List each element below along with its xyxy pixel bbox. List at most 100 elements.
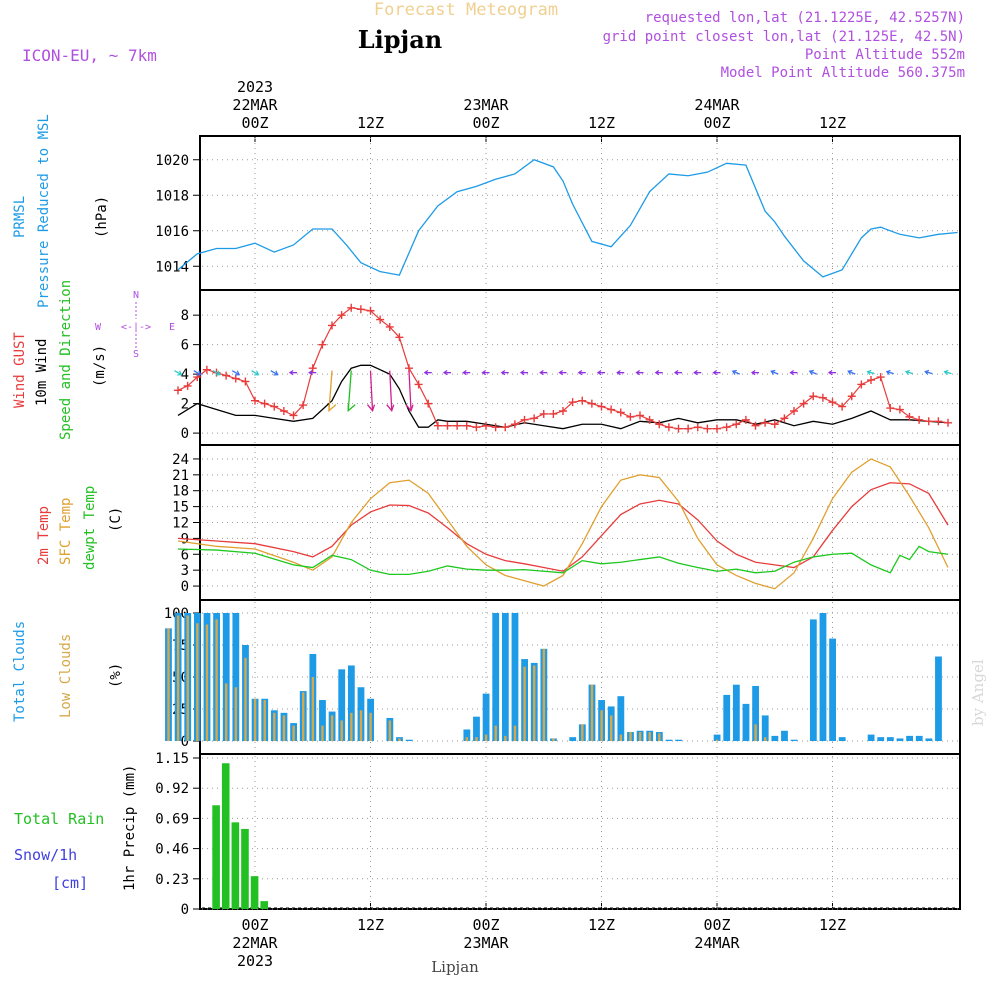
- total-cloud-bar: [511, 613, 519, 741]
- gust-marker: [231, 374, 240, 383]
- wind-arrow-head: [693, 370, 698, 376]
- low-cloud-bar: [533, 665, 536, 741]
- y-tick-label: 8: [181, 308, 189, 324]
- gridpoint-coords: grid point closest lon,lat (21.125E, 42.…: [603, 29, 965, 45]
- gust-marker: [934, 417, 943, 426]
- wind-arrow-head: [254, 370, 260, 376]
- gust-marker: [482, 421, 490, 430]
- compass-rose: N W <-|-> E S: [95, 290, 175, 360]
- wind-arrow-head: [215, 370, 221, 376]
- gust-marker: [578, 396, 587, 405]
- gust-marker: [559, 406, 567, 415]
- rain-bar: [250, 876, 259, 909]
- low-cloud-bar: [282, 715, 286, 741]
- temp-panel: [199, 444, 961, 601]
- gust-marker: [395, 333, 404, 342]
- bottom-hour-label: 00Z: [241, 916, 268, 934]
- wind-arrow-head: [328, 404, 337, 413]
- top-date-label: 24MAR: [694, 96, 740, 114]
- wind-arrow-head: [539, 370, 544, 376]
- total-cloud-bar: [867, 734, 875, 741]
- low-cloud-bar: [754, 724, 757, 741]
- low-cloud-bar: [225, 683, 228, 741]
- snow-label: Snow/1h: [14, 846, 77, 864]
- wind-arrow: [925, 371, 933, 375]
- top-date-label: 23MAR: [463, 96, 509, 114]
- wind-arrow: [770, 370, 779, 375]
- total-cloud-bar: [617, 696, 625, 741]
- wind-arrow-head: [423, 370, 429, 376]
- total-cloud-bar: [886, 737, 894, 741]
- gust-marker: [202, 365, 211, 374]
- gust-marker: [857, 380, 866, 389]
- low-cloud-bar: [273, 712, 276, 741]
- bottom-date-label: 22MAR: [232, 934, 278, 952]
- wind-arrow: [886, 371, 894, 375]
- total-cloud-bar: [896, 738, 904, 741]
- total-cloud-bar: [732, 684, 740, 741]
- bottom-date-label: 24MAR: [694, 934, 740, 952]
- y-tick-label: 0.23: [155, 872, 189, 888]
- gust-marker: [645, 415, 654, 424]
- pressure-panel: [199, 135, 961, 291]
- y-tick-label: 12: [172, 516, 189, 532]
- low-cloud-bar: [234, 687, 238, 741]
- gust-marker: [433, 421, 442, 430]
- gust-marker: [520, 415, 529, 424]
- compass-e: E: [169, 322, 175, 333]
- top-date-label: 22MAR: [232, 96, 278, 114]
- gust-marker: [222, 371, 231, 380]
- wind-arrow-head: [386, 404, 395, 412]
- gust-marker: [770, 420, 779, 429]
- wind-arrow: [212, 370, 221, 376]
- gust-marker: [905, 412, 914, 421]
- top-hour-label: 00Z: [472, 114, 499, 132]
- y-tick-label: 0: [181, 579, 189, 595]
- low-cloud-bar: [610, 715, 613, 741]
- low-cloud-bar: [542, 648, 546, 741]
- total-cloud-bar: [501, 613, 509, 741]
- gust-marker: [308, 364, 317, 373]
- total-cloud-bar: [319, 700, 326, 741]
- total-cloud-bar: [665, 739, 673, 741]
- wind-arrow: [389, 370, 393, 411]
- precip-axis-label: 1hr Precip (mm): [122, 765, 138, 891]
- compass-w: W: [95, 322, 102, 333]
- wind-arrow: [328, 370, 333, 411]
- y-tick-label: 0.92: [155, 781, 189, 797]
- pressure-unit: (hPa): [94, 196, 110, 238]
- gust-marker: [462, 421, 471, 430]
- y-tick-label: 3: [181, 563, 189, 579]
- gust-marker: [337, 311, 346, 320]
- total-cloud-bar: [790, 739, 798, 741]
- sfc-label: SFC Temp: [58, 498, 74, 565]
- top-hour-label: 12Z: [819, 114, 846, 132]
- gust-marker: [722, 423, 731, 432]
- gust-marker: [828, 398, 837, 407]
- wind-arrow-head: [405, 404, 414, 412]
- gust-marker: [539, 409, 548, 418]
- low-cloud-bar: [658, 733, 661, 741]
- total-cloud-bar: [809, 619, 817, 741]
- wind-arrow: [867, 371, 875, 375]
- precip-panel: [199, 753, 961, 910]
- y-tick-label: 0: [181, 426, 189, 442]
- gust-marker: [270, 402, 279, 411]
- low-clouds-label: Low Clouds: [58, 634, 74, 718]
- y-tick-label: 6: [181, 338, 189, 354]
- y-tick-label: 1014: [155, 259, 189, 275]
- wind-unit: (m/s): [92, 345, 108, 387]
- y-tick-label: 2: [181, 397, 189, 413]
- temp-labels: 2m Temp SFC Temp dewpt Temp (C): [36, 486, 124, 570]
- gust-marker: [472, 423, 481, 432]
- wind-arrow-head: [596, 370, 602, 376]
- y-tick-label: 18: [172, 484, 189, 500]
- total-cloud-bar: [752, 685, 759, 741]
- compass-arrow: <-|->: [121, 322, 151, 333]
- gust-marker: [347, 303, 356, 312]
- low-cloud-bar: [186, 615, 189, 741]
- total-cloud-bar: [463, 729, 471, 741]
- wind-arrow-head: [177, 370, 183, 376]
- total-cloud-bar: [906, 735, 913, 741]
